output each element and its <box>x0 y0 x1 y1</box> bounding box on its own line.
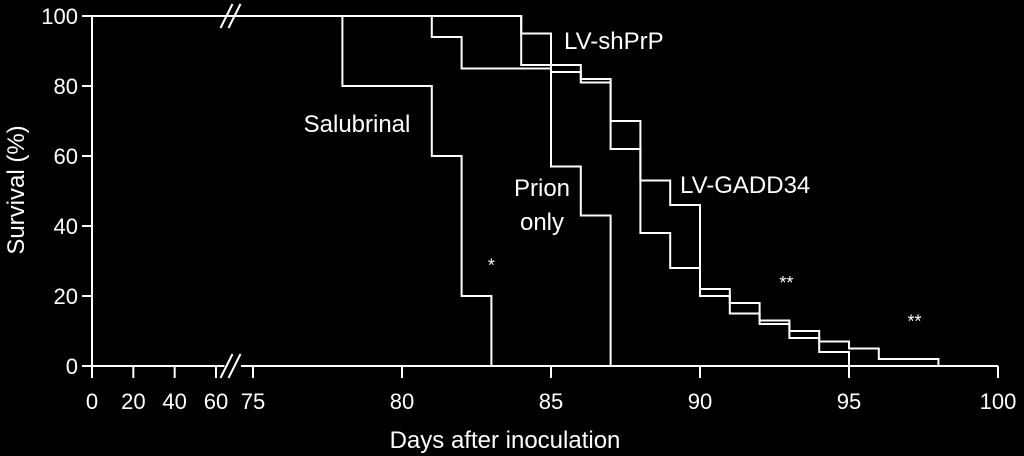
series-line-salubrinal <box>92 15 493 366</box>
axis-break-bottom <box>219 353 242 379</box>
series-line-lv-shprp <box>92 15 879 367</box>
x-tick-label: 80 <box>390 389 414 414</box>
series-line-lv-gadd34 <box>92 15 940 366</box>
x-tick-label: 85 <box>539 389 563 414</box>
y-tick-label: 100 <box>41 4 78 29</box>
y-tick-label: 40 <box>54 214 78 239</box>
series-label-lv-gadd34: LV-GADD34 <box>680 172 810 199</box>
x-tick-label: 60 <box>204 389 228 414</box>
x-tick-label: 90 <box>688 389 712 414</box>
x-tick-label: 95 <box>837 389 861 414</box>
significance-mark: * <box>488 256 495 276</box>
series-label-salubrinal: Salubrinal <box>304 111 411 138</box>
significance-mark: ** <box>779 273 793 293</box>
y-tick-label: 60 <box>54 144 78 169</box>
series-lines <box>92 15 940 367</box>
x-tick-label: 40 <box>162 389 186 414</box>
series-label-prion-only: only <box>520 209 564 236</box>
x-tick-label: 100 <box>980 389 1017 414</box>
y-tick-label: 0 <box>66 354 78 379</box>
x-tick-label: 75 <box>241 389 265 414</box>
series-label-prion-only: Prion <box>514 175 570 202</box>
y-axis-title: Survival (%) <box>3 125 30 254</box>
axes: 0 20 40 60 80 100 0 20 40 60 75 80 85 90 95 100 <box>41 3 1017 414</box>
y-tick-label: 20 <box>54 284 78 309</box>
x-tick-label: 0 <box>86 389 98 414</box>
x-axis-title: Days after inoculation <box>390 427 621 454</box>
series-labels: SalubrinalPriononlyLV-shPrPLV-GADD34****… <box>304 28 922 332</box>
significance-mark: ** <box>908 312 922 332</box>
series-label-lv-shprp: LV-shPrP <box>564 28 664 55</box>
y-tick-label: 80 <box>54 74 78 99</box>
x-tick-label: 20 <box>121 389 145 414</box>
